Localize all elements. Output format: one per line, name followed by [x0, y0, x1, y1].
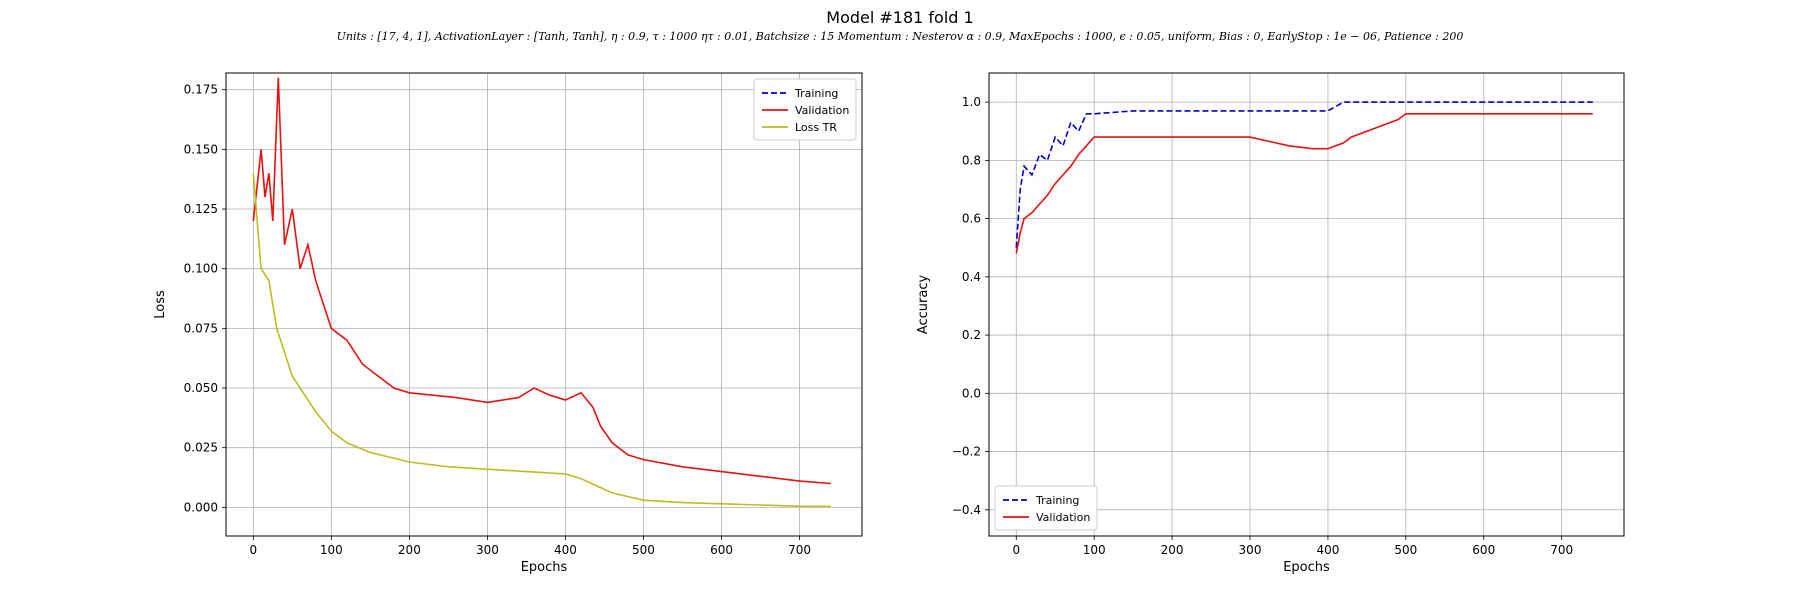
y-tick-label: 0.150 — [184, 142, 218, 156]
series-line-training — [1015, 101, 1593, 248]
y-tick-label: 0.125 — [184, 202, 218, 216]
legend-label-validation: Validation — [795, 104, 849, 117]
series-line-validation — [1015, 113, 1593, 254]
legend-box — [753, 78, 857, 141]
x-tick-label: 0 — [249, 543, 257, 557]
x-tick-label: 0 — [1012, 543, 1020, 557]
series-line-validation — [252, 77, 831, 485]
x-tick-label: 700 — [1550, 543, 1573, 557]
y-tick-label: 0.8 — [962, 153, 981, 167]
x-tick-label: 400 — [554, 543, 577, 557]
x-tick-label: 300 — [476, 543, 499, 557]
legend-label-training: Training — [794, 87, 838, 100]
x-axis-label: Epochs — [1283, 560, 1330, 575]
legend: Training Validation Loss TR — [753, 78, 857, 141]
y-axis-label: Accuracy — [916, 275, 931, 335]
axes-frame — [988, 72, 1625, 537]
y-tick-label: 1.0 — [962, 95, 981, 109]
y-tick-label: 0.2 — [962, 328, 981, 342]
chart-1: 0 100 200 300 400 500 600 700 0.000 0.025 0.050 0.0… — [153, 72, 863, 575]
axes-frame — [225, 72, 863, 537]
x-tick-label: 500 — [1394, 543, 1417, 557]
x-tick-label: 500 — [632, 543, 655, 557]
x-tick-label: 400 — [1316, 543, 1339, 557]
y-tick-label: 0.4 — [962, 270, 981, 284]
x-tick-label: 600 — [1472, 543, 1495, 557]
y-tick-label: 0.025 — [184, 441, 218, 455]
y-axis-label: Loss — [153, 290, 168, 319]
x-tick-label: 100 — [1083, 543, 1106, 557]
x-tick-label: 700 — [788, 543, 811, 557]
chart-2: 0 100 200 300 400 500 600 700 −0.4 −0.2 0.0 0.2 0.4 0… — [916, 72, 1625, 575]
y-tick-label: −0.4 — [952, 503, 981, 517]
x-tick-label: 600 — [710, 543, 733, 557]
x-tick-label: 300 — [1239, 543, 1262, 557]
y-tick-label: 0.175 — [184, 83, 218, 97]
legend-label-training: Training — [1035, 494, 1079, 507]
y-tick-label: 0.050 — [184, 381, 218, 395]
x-tick-label: 100 — [320, 543, 343, 557]
legend-label-validation: Validation — [1036, 511, 1090, 524]
y-tick-label: 0.0 — [962, 386, 981, 400]
figure-subtitle: Units : [17, 4, 1], ActivationLayer : [T… — [336, 30, 1464, 43]
legend: Training Validation — [994, 485, 1098, 531]
series-line-loss-tr — [252, 173, 831, 508]
y-tick-label: −0.2 — [952, 445, 981, 459]
y-tick-label: 0.6 — [962, 212, 981, 226]
x-tick-label: 200 — [398, 543, 421, 557]
figure-title: Model #181 fold 1 — [826, 8, 974, 27]
x-tick-label: 200 — [1161, 543, 1184, 557]
legend-box — [994, 485, 1098, 531]
y-tick-label: 0.000 — [184, 500, 218, 514]
y-tick-label: 0.075 — [184, 321, 218, 335]
y-tick-label: 0.100 — [184, 262, 218, 276]
legend-label-loss-tr: Loss TR — [795, 121, 837, 134]
x-axis-label: Epochs — [521, 560, 568, 575]
